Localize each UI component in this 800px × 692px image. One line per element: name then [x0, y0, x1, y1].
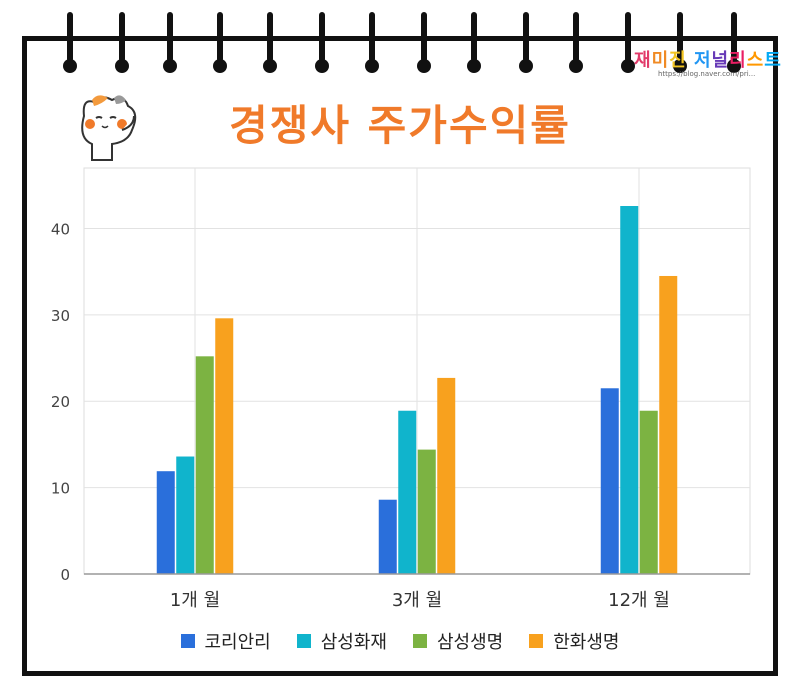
legend-label: 삼성생명	[437, 632, 504, 653]
chart-legend: 코리안리 삼성화재 삼성생명 한화생명	[0, 628, 800, 654]
bar-4-3	[659, 275, 678, 574]
cat-mascot-icon	[81, 95, 137, 161]
y-tick-label: 30	[51, 307, 70, 325]
bar-2-2	[398, 410, 417, 574]
blog-brand: 재미진 저널리스트	[634, 50, 782, 71]
bar-1-3	[600, 388, 619, 574]
legend-label: 코리안리	[204, 632, 271, 653]
bar-3-1	[195, 356, 214, 574]
legend-item: 한화생명	[529, 628, 620, 654]
bar-2-1	[176, 456, 195, 574]
legend-label: 삼성화재	[320, 632, 387, 653]
bar-2-3	[620, 206, 639, 574]
bar-3-2	[417, 449, 436, 574]
legend-label: 한화생명	[553, 632, 620, 653]
y-tick-label: 20	[51, 393, 70, 411]
legend-swatch	[296, 634, 311, 648]
x-tick-label: 3개 월	[392, 590, 442, 611]
bar-4-1	[215, 318, 234, 574]
x-tick-label: 1개 월	[170, 590, 220, 611]
legend-item: 코리안리	[180, 628, 271, 654]
legend-swatch	[529, 634, 544, 648]
bar-3-3	[639, 410, 658, 574]
legend-item: 삼성생명	[413, 628, 503, 654]
page-title: 경쟁사 주가수익률	[229, 101, 571, 150]
legend-item: 삼성화재	[296, 628, 387, 654]
x-tick-label: 12개 월	[608, 590, 670, 611]
legend-swatch	[180, 634, 195, 648]
y-tick-label: 0	[60, 566, 70, 584]
blog-url: https://blog.naver.com/pri...	[658, 70, 756, 78]
y-tick-label: 10	[51, 480, 70, 498]
bar-1-2	[378, 499, 397, 574]
bar-1-1	[156, 471, 175, 574]
y-tick-label: 40	[51, 220, 70, 238]
legend-swatch	[413, 634, 427, 648]
bar-4-2	[437, 377, 456, 574]
